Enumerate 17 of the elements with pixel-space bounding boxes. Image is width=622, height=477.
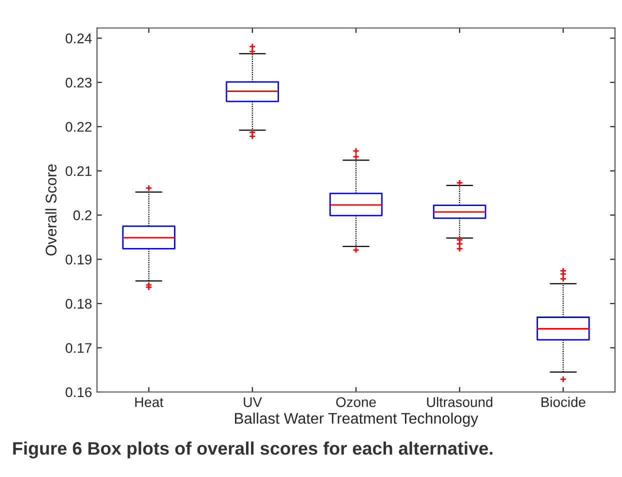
caption: Figure 6 Box plots of overall scores for each alternative. bbox=[13, 442, 492, 458]
y-axis-title: Overall Score bbox=[45, 164, 57, 256]
y-tick-label: 0.24 bbox=[66, 34, 92, 44]
x-tick-label: Heat bbox=[135, 397, 164, 408]
y-tick-label: 0.2 bbox=[73, 210, 92, 220]
x-tick-label: UV bbox=[244, 397, 262, 408]
y-tick-label: 0.21 bbox=[66, 166, 92, 176]
x-tick-label: Ultrasound bbox=[427, 396, 492, 408]
y-tick-label: 0.22 bbox=[66, 122, 92, 132]
y-tick-label: 0.16 bbox=[66, 387, 92, 398]
x-axis-title: Ballast Water Treatment Technology bbox=[234, 412, 478, 427]
y-tick-label: 0.19 bbox=[66, 254, 92, 264]
x-tick-label: Biocide bbox=[542, 396, 586, 408]
y-tick-label: 0.18 bbox=[66, 298, 92, 309]
x-tick-label: Ozone bbox=[336, 397, 376, 408]
y-tick-label: 0.17 bbox=[66, 343, 92, 353]
y-tick-label: 0.23 bbox=[66, 78, 92, 88]
